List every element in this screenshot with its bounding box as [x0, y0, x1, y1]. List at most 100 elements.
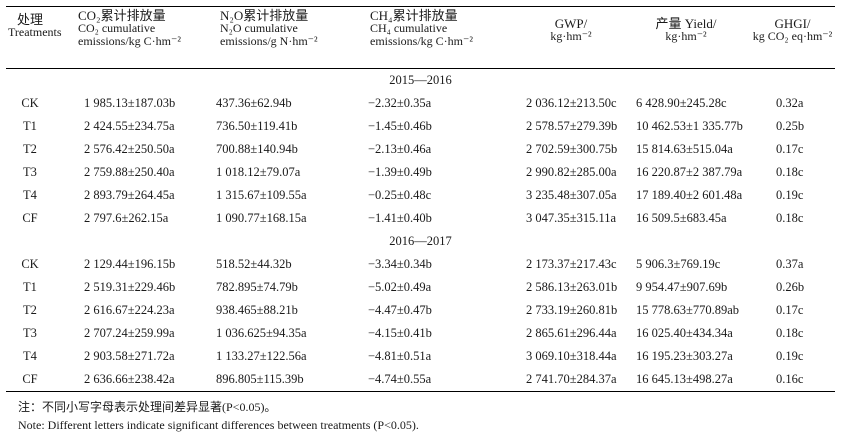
cell-gwp: 2 173.37±217.43c	[526, 257, 617, 271]
cell-n2o: 1 036.625±94.35a	[216, 326, 307, 340]
cell-co2: 2 893.79±264.45a	[84, 188, 175, 202]
header-co2-zh: CO₂累计排放量	[78, 8, 166, 23]
cell-treatment: T4	[23, 188, 37, 202]
cell-ch4: −0.25±0.48c	[368, 188, 432, 202]
header-yield: 产量 Yield/ kg·hm⁻²	[622, 6, 750, 69]
cell-ch4: −1.41±0.40b	[368, 211, 432, 225]
cell-n2o: 1 315.67±109.55a	[216, 188, 307, 202]
cell-n2o: 437.36±62.94b	[216, 96, 292, 110]
cell-n2o: 938.465±88.21b	[216, 303, 298, 317]
cell-ghgi: 0.19c	[776, 188, 804, 202]
table-row: T1 2 519.31±229.46b 782.895±74.79b −5.02…	[6, 276, 835, 299]
cell-gwp: 2 865.61±296.44a	[526, 326, 617, 340]
note-zh: 注：不同小写字母表示处理间差异显著(P<0.05)。	[18, 400, 277, 414]
cell-yield: 10 462.53±1 335.77b	[636, 119, 743, 133]
table-row: T2 2 576.42±250.50a 700.88±140.94b −2.13…	[6, 138, 835, 161]
cell-gwp: 2 990.82±285.00a	[526, 165, 617, 179]
header-treatment: 处理 Treatments	[6, 6, 62, 69]
header-ch4-unit: emissions/kg C·hm⁻²	[370, 34, 473, 48]
cell-treatment: T4	[23, 349, 37, 363]
header-n2o-en: N₂O cumulative	[220, 21, 298, 35]
cell-yield: 16 645.13±498.27a	[622, 368, 750, 392]
header-ghgi-unit: kg CO₂ eq·hm⁻²	[752, 29, 833, 43]
cell-ch4: −4.74±0.55a	[350, 368, 520, 392]
cell-treatment: T3	[23, 165, 37, 179]
header-row: 处理 Treatments CO₂累计排放量 CO₂ cumulative em…	[6, 6, 835, 69]
cell-ghgi: 0.37a	[776, 257, 804, 271]
cell-ch4: −4.47±0.47b	[368, 303, 432, 317]
header-n2o-zh: N₂O累计排放量	[220, 8, 309, 23]
header-co2-en: CO₂ cumulative	[78, 21, 156, 35]
data-table-container: 处理 Treatments CO₂累计排放量 CO₂ cumulative em…	[6, 6, 835, 392]
header-gwp: GWP/ kg·hm⁻²	[520, 6, 622, 69]
cell-ch4: −1.39±0.49b	[368, 165, 432, 179]
cell-treatment: CK	[21, 96, 39, 110]
cell-ghgi: 0.19c	[776, 349, 804, 363]
cell-n2o: 896.805±115.39b	[200, 368, 350, 392]
cell-ghgi: 0.18c	[776, 326, 804, 340]
cell-n2o: 736.50±119.41b	[216, 119, 298, 133]
table-row: T1 2 424.55±234.75a 736.50±119.41b −1.45…	[6, 115, 835, 138]
cell-ghgi: 0.17c	[776, 142, 804, 156]
cell-yield: 16 025.40±434.34a	[636, 326, 733, 340]
header-gwp-unit: kg·hm⁻²	[550, 29, 592, 43]
cell-gwp: 3 069.10±318.44a	[526, 349, 617, 363]
cell-yield: 15 814.63±515.04a	[636, 142, 733, 156]
table-row: T4 2 903.58±271.72a 1 133.27±122.56a −4.…	[6, 345, 835, 368]
cell-ghgi: 0.25b	[776, 119, 805, 133]
cell-co2: 2 707.24±259.99a	[84, 326, 175, 340]
header-ghgi-label: GHGI/	[774, 16, 811, 31]
cell-gwp: 3 047.35±315.11a	[526, 211, 617, 225]
cell-co2: 1 985.13±187.03b	[84, 96, 176, 110]
cell-ch4: −1.45±0.46b	[368, 119, 432, 133]
cell-ch4: −5.02±0.49a	[368, 280, 432, 294]
cell-ghgi: 0.16c	[750, 368, 835, 392]
header-n2o: N₂O累计排放量 N₂O cumulative emissions/g N·hm…	[200, 6, 350, 69]
cell-ch4: −4.15±0.41b	[368, 326, 432, 340]
header-treatment-zh: 处理	[16, 12, 43, 27]
year-row: 2016—2017	[6, 230, 835, 253]
cell-yield: 16 509.5±683.45a	[636, 211, 727, 225]
year-label: 2016—2017	[389, 234, 452, 248]
table-row: T3 2 759.88±250.40a 1 018.12±79.07a −1.3…	[6, 161, 835, 184]
cell-yield: 16 220.87±2 387.79a	[636, 165, 743, 179]
header-ch4: CH₄累计排放量 CH₄ cumulative emissions/kg C·h…	[350, 6, 520, 69]
cell-yield: 15 778.63±770.89ab	[636, 303, 740, 317]
year-row: 2015—2016	[6, 69, 835, 93]
header-treatment-en: Treatments	[8, 25, 62, 39]
cell-ch4: −4.81±0.51a	[368, 349, 432, 363]
cell-co2: 2 424.55±234.75a	[84, 119, 175, 133]
cell-co2: 2 129.44±196.15b	[84, 257, 176, 271]
cell-treatment: T3	[23, 326, 37, 340]
cell-treatment: T1	[23, 280, 37, 294]
cell-yield: 5 906.3±769.19c	[636, 257, 721, 271]
header-gwp-label: GWP/	[554, 16, 588, 31]
cell-ghgi: 0.18c	[776, 165, 804, 179]
cell-ch4: −3.34±0.34b	[368, 257, 432, 271]
cell-co2: 2 616.67±224.23a	[84, 303, 175, 317]
cell-treatment: CF	[6, 368, 54, 392]
cell-co2: 2 519.31±229.46b	[84, 280, 176, 294]
year-label: 2015—2016	[389, 73, 452, 87]
header-ch4-zh: CH₄累计排放量	[370, 8, 458, 23]
cell-n2o: 782.895±74.79b	[216, 280, 298, 294]
cell-gwp: 2 741.70±284.37a	[520, 368, 622, 392]
table-row: T4 2 893.79±264.45a 1 315.67±109.55a −0.…	[6, 184, 835, 207]
header-co2-unit: emissions/kg C·hm⁻²	[78, 34, 181, 48]
cell-treatment: T1	[23, 119, 37, 133]
cell-gwp: 2 733.19±260.81b	[526, 303, 618, 317]
header-n2o-unit: emissions/g N·hm⁻²	[220, 34, 318, 48]
cell-gwp: 3 235.48±307.05a	[526, 188, 617, 202]
cell-n2o: 1 018.12±79.07a	[216, 165, 301, 179]
cell-treatment: CF	[22, 211, 38, 225]
table-row: T3 2 707.24±259.99a 1 036.625±94.35a −4.…	[6, 322, 835, 345]
header-yield-unit: kg·hm⁻²	[665, 29, 707, 43]
cell-ch4: −2.32±0.35a	[368, 96, 432, 110]
cell-gwp: 2 702.59±300.75b	[526, 142, 618, 156]
cell-n2o: 700.88±140.94b	[216, 142, 298, 156]
cell-gwp: 2 036.12±213.50c	[526, 96, 617, 110]
table-row: CF 2 636.66±238.42a 896.805±115.39b −4.7…	[6, 368, 835, 392]
cell-gwp: 2 578.57±279.39b	[526, 119, 618, 133]
table-row: CK 1 985.13±187.03b 437.36±62.94b −2.32±…	[6, 92, 835, 115]
cell-yield: 6 428.90±245.28c	[636, 96, 727, 110]
